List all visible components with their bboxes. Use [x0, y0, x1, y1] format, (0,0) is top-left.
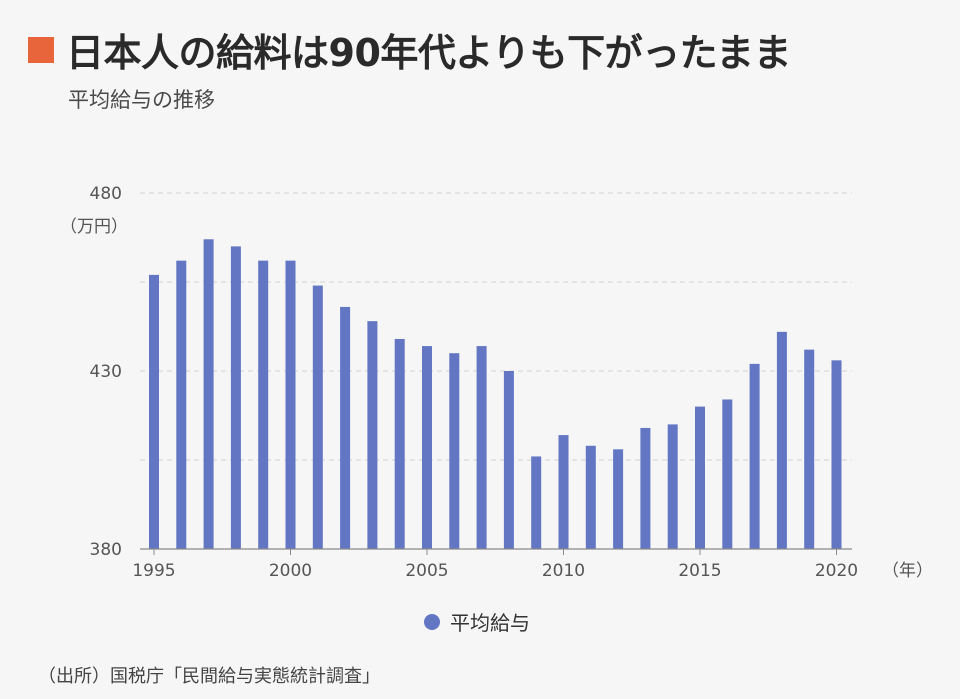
source-note: （出所）国税庁「民間給与実態統計調査」: [38, 666, 380, 687]
title-accent-square: [28, 36, 54, 63]
bar: [476, 346, 487, 549]
chart-subtitle: 平均給与の推移: [68, 88, 215, 112]
bar: [149, 274, 159, 549]
legend-label: 平均給与: [450, 611, 530, 635]
bar: [613, 449, 624, 549]
bar: [258, 260, 269, 549]
bar: [749, 363, 760, 549]
bar: [230, 246, 241, 549]
y-tick-label: 380: [90, 540, 122, 560]
bar: [176, 260, 187, 549]
legend-marker: [424, 613, 440, 630]
bar: [776, 331, 787, 549]
x-tick-label: 2010: [542, 561, 585, 581]
title-row: 日本人の給料は90年代よりも下がったまま: [28, 22, 791, 77]
bar: [667, 424, 678, 549]
bar: [831, 360, 842, 549]
bar: [585, 445, 596, 549]
x-tick-label: 2015: [678, 561, 721, 581]
bar: [367, 321, 378, 549]
bar: [722, 399, 733, 549]
x-tick-label: 2000: [269, 561, 312, 581]
bar: [804, 349, 815, 549]
bar: [558, 435, 569, 549]
bar: [531, 456, 542, 549]
bar: [640, 427, 651, 549]
chart-title: 日本人の給料は90年代よりも下がったまま: [66, 31, 791, 75]
bar: [695, 406, 705, 549]
bar: [449, 353, 460, 549]
bar: [340, 306, 351, 549]
y-tick-label: 480: [90, 184, 122, 204]
legend: 平均給与: [424, 607, 530, 636]
bar: [312, 285, 323, 549]
y-tick-label: 430: [90, 362, 122, 382]
x-axis-unit-label: （年）: [882, 561, 933, 581]
bar: [503, 371, 514, 549]
bar: [285, 260, 296, 549]
x-tick-label: 2005: [405, 561, 448, 581]
bar: [394, 338, 405, 549]
bar: [422, 346, 432, 549]
bar: [203, 239, 214, 549]
x-tick-label: 1995: [132, 561, 175, 581]
x-tick-label: 2020: [815, 561, 858, 581]
y-axis-unit-label: （万円）: [60, 217, 128, 237]
